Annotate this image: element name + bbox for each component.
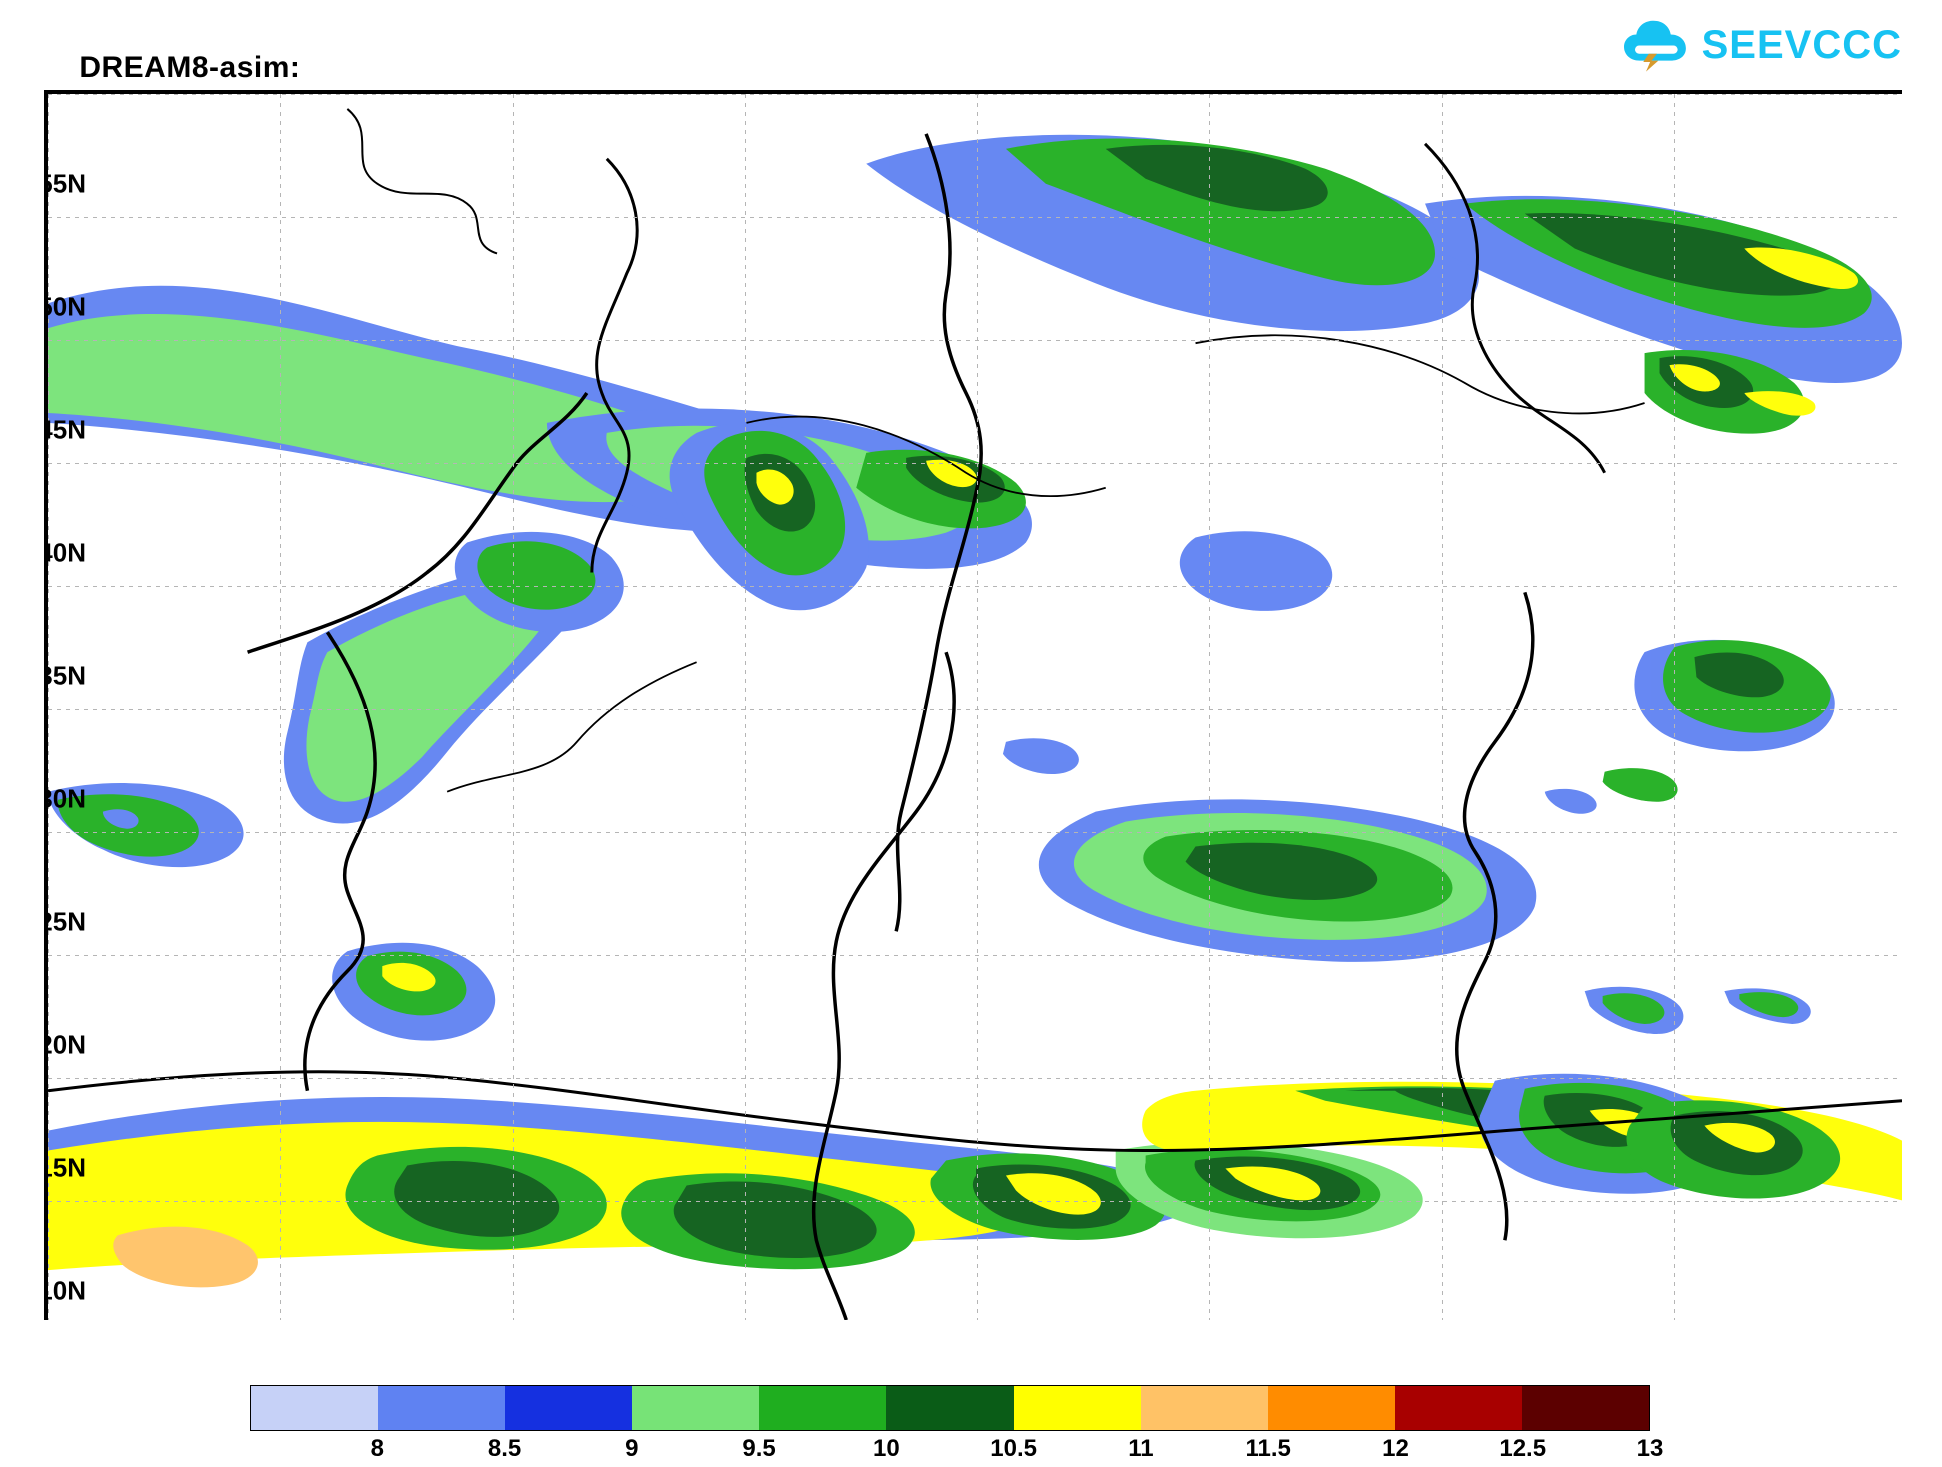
horizontal-gridline bbox=[48, 463, 1902, 464]
colorbar-label-13: 13 bbox=[1637, 1435, 1664, 1463]
colorbar-label-8: 8 bbox=[371, 1435, 384, 1463]
colorbar-gradient bbox=[250, 1385, 1650, 1431]
latitude-label-35N: 35N bbox=[44, 661, 86, 692]
colorbar-widget[interactable]: 8 8.5 9 9.5 10 10.5 11 11.5 12 12.5 13 bbox=[250, 1385, 1650, 1461]
colorbar-segment-2 bbox=[378, 1386, 505, 1430]
colorbar-label-10: 10 bbox=[873, 1435, 900, 1463]
colorbar-label-11.5: 11.5 bbox=[1245, 1435, 1290, 1463]
colorbar-tick-labels: 8 8.5 9 9.5 10 10.5 11 11.5 12 12.5 13 bbox=[250, 1431, 1650, 1461]
colorbar-segment-8 bbox=[1141, 1386, 1268, 1430]
dream8-asim-map: { "header": { "line1_part1": "DREAM8-asi… bbox=[0, 0, 1942, 1467]
colorbar-segment-1 bbox=[251, 1386, 378, 1430]
latitude-label-45N: 45N bbox=[44, 415, 86, 446]
vertical-gridline bbox=[513, 94, 514, 1320]
model-name-label: DREAM8-asim: bbox=[79, 51, 300, 84]
vertical-gridline bbox=[1442, 94, 1443, 1320]
colorbar-label-12.5: 12.5 bbox=[1499, 1435, 1546, 1463]
filled-contour-map bbox=[48, 94, 1902, 1320]
latitude-axis-labels: 55N50N45N40N35N30N25N20N15N10N5N bbox=[48, 184, 92, 1320]
colorbar-label-10.5: 10.5 bbox=[990, 1435, 1037, 1463]
latitude-label-20N: 20N bbox=[44, 1030, 86, 1061]
colorbar-segment-7 bbox=[1014, 1386, 1141, 1430]
vertical-gridline bbox=[977, 94, 978, 1320]
latitude-label-55N: 55N bbox=[44, 169, 86, 200]
latitude-label-10N: 10N bbox=[44, 1276, 86, 1307]
colorbar-label-9.5: 9.5 bbox=[742, 1435, 775, 1463]
colorbar-label-9: 9 bbox=[625, 1435, 638, 1463]
horizontal-gridline bbox=[48, 586, 1902, 587]
vertical-gridline bbox=[745, 94, 746, 1320]
latitude-label-30N: 30N bbox=[44, 784, 86, 815]
colorbar-label-11: 11 bbox=[1128, 1435, 1153, 1463]
latitude-label-15N: 15N bbox=[44, 1153, 86, 1184]
horizontal-gridline bbox=[48, 340, 1902, 341]
colorbar-label-8.5: 8.5 bbox=[488, 1435, 521, 1463]
colorbar-segment-5 bbox=[759, 1386, 886, 1430]
vertical-gridline bbox=[1209, 94, 1210, 1320]
seevccc-logo-text: SEEVCCC bbox=[1702, 23, 1902, 68]
latitude-label-50N: 50N bbox=[44, 292, 86, 323]
vertical-gridline bbox=[280, 94, 281, 1320]
colorbar-segment-6 bbox=[886, 1386, 1013, 1430]
colorbar-label-12: 12 bbox=[1382, 1435, 1409, 1463]
coastline-layer bbox=[48, 94, 1902, 1320]
horizontal-gridline bbox=[48, 832, 1902, 833]
horizontal-gridline bbox=[48, 217, 1902, 218]
colorbar-segment-4 bbox=[632, 1386, 759, 1430]
colorbar-segment-10 bbox=[1395, 1386, 1522, 1430]
colorbar-segment-3 bbox=[505, 1386, 632, 1430]
horizontal-gridline bbox=[48, 1078, 1902, 1079]
cloud-bolt-icon bbox=[1622, 18, 1692, 73]
latitude-label-40N: 40N bbox=[44, 538, 86, 569]
map-container[interactable]: 55N50N45N40N35N30N25N20N15N10N5N 20W10W0… bbox=[44, 90, 1902, 1320]
horizontal-gridline bbox=[48, 1201, 1902, 1202]
colorbar-segment-9 bbox=[1268, 1386, 1395, 1430]
latitude-label-25N: 25N bbox=[44, 907, 86, 938]
horizontal-gridline bbox=[48, 94, 1902, 95]
horizontal-gridline bbox=[48, 709, 1902, 710]
horizontal-gridline bbox=[48, 955, 1902, 956]
seevccc-logo: SEEVCCC bbox=[1622, 18, 1902, 73]
colorbar-segment-11 bbox=[1522, 1386, 1649, 1430]
vertical-gridline bbox=[1674, 94, 1675, 1320]
